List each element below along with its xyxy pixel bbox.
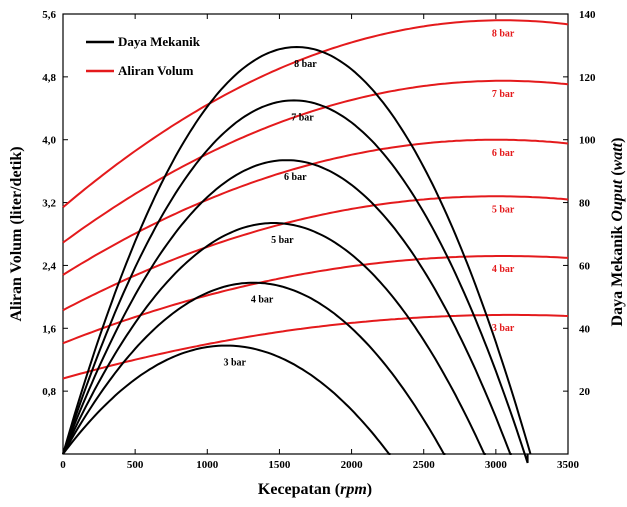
y-right-axis-title-main: Daya Mekanik: [609, 225, 626, 326]
x-tick-label: 0: [60, 459, 66, 471]
flow-line: [62, 255, 569, 345]
flow-line: [62, 138, 569, 276]
y-right-axis-title-italic: Ouput: [609, 179, 626, 221]
y-left-tick-label: 4,0: [42, 135, 56, 147]
flow-line-label: 4 bar: [492, 264, 515, 275]
flow-line-label: 5 bar: [492, 204, 515, 215]
x-axis-title-main: Kecepatan: [258, 481, 331, 498]
power-line-label: 8 bar: [294, 59, 317, 70]
legend: Daya Mekanik Aliran Volum: [86, 34, 201, 78]
x-axis-title-unit: rpm: [340, 481, 367, 498]
y-right-tick-label: 120: [579, 72, 596, 84]
flow-line-label: 8 bar: [492, 28, 515, 39]
x-tick-label: 500: [127, 459, 144, 471]
ticks-layer: 0 500 1000 1500 2000 2500 3000 3500 0,8 1,6 2,4 3,2…: [42, 9, 596, 471]
flow-lines: [62, 19, 569, 380]
y-left-tick-label: 3,2: [42, 198, 56, 210]
x-tick-label: 3500: [557, 459, 580, 471]
x-tick-label: 2500: [413, 459, 436, 471]
plot-frame: [62, 13, 569, 455]
flow-line: [62, 79, 569, 244]
flow-line: [62, 19, 569, 209]
y-left-tick-label: 4,8: [42, 72, 56, 84]
x-tick-label: 1000: [196, 459, 219, 471]
power-line: [62, 344, 391, 455]
y-right-tick-label: 100: [579, 135, 596, 147]
power-line-label: 7 bar: [291, 112, 314, 123]
legend-flow-label: Aliran Volum: [118, 63, 194, 78]
y-left-tick-label: 1,6: [42, 323, 56, 335]
power-line-label: 3 bar: [223, 358, 246, 369]
flow-line: [62, 195, 569, 312]
y-right-tick-label: 140: [579, 9, 596, 21]
power-line: [62, 222, 486, 455]
y-right-tick-label: 60: [579, 260, 591, 272]
x-tick-label: 1500: [268, 459, 291, 471]
legend-power-label: Daya Mekanik: [118, 34, 201, 49]
x-tick-label: 3000: [485, 459, 508, 471]
power-line: [62, 281, 446, 455]
y-left-tick-label: 0,8: [42, 386, 56, 398]
flow-line: [62, 313, 569, 380]
y-right-tick-label: 20: [579, 386, 591, 398]
power-line-label: 4 bar: [251, 295, 274, 306]
flow-line-label: 3 bar: [492, 323, 515, 334]
power-line: [62, 159, 512, 455]
power-line: [62, 99, 529, 464]
y-right-tick-label: 80: [579, 198, 591, 210]
y-left-tick-label: 2,4: [42, 260, 56, 272]
y-right-axis-title-unit: watt: [609, 142, 626, 170]
power-line: [62, 45, 532, 455]
power-line-label: 6 bar: [284, 172, 307, 183]
power-lines: [62, 45, 532, 464]
x-tick-label: 2000: [341, 459, 364, 471]
series-labels: 3 bar 4 bar 5 bar 6 bar 7 bar 8 bar 3 bar 4 bar…: [223, 28, 514, 368]
power-line-label: 5 bar: [271, 235, 294, 246]
y-left-tick-label: 5,6: [42, 9, 56, 21]
y-right-axis-title: Daya Mekanik Ouput (watt): [609, 138, 626, 327]
flow-line-label: 6 bar: [492, 148, 515, 159]
y-right-tick-label: 40: [579, 323, 591, 335]
flow-line-label: 7 bar: [492, 89, 515, 100]
y-left-axis-title: Aliran Volum (liter/detik): [8, 146, 25, 321]
x-axis-title: Kecepatan (rpm): [258, 481, 372, 498]
